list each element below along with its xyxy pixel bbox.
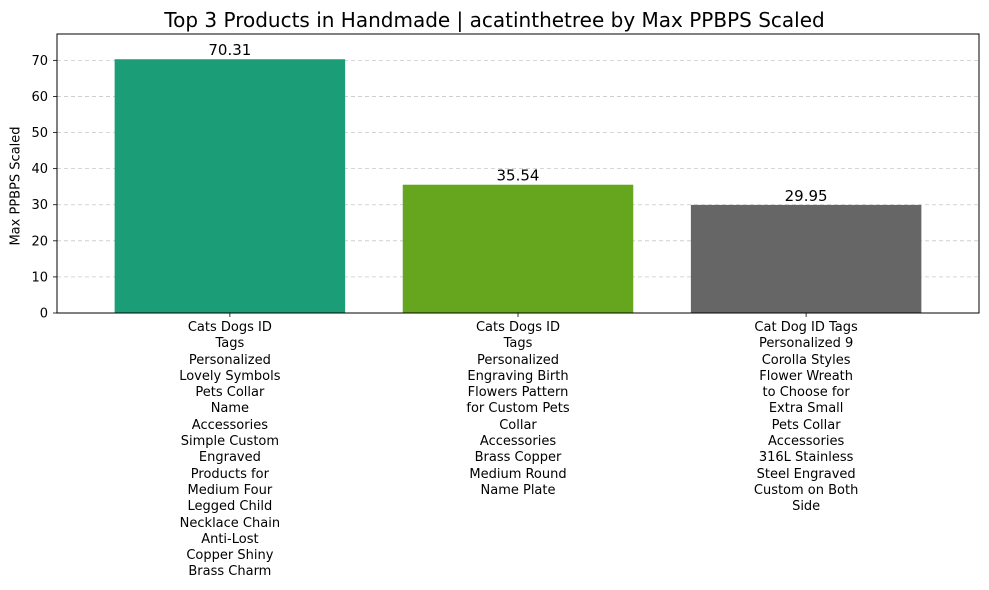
bar: [114, 59, 346, 313]
x-tick-label-line: Personalized: [188, 352, 271, 368]
x-tick-label-line: Necklace Chain: [179, 515, 281, 531]
x-tick-label-line: Accessories: [768, 434, 845, 450]
x-tick-label-line: Medium Round: [469, 466, 567, 482]
x-tick-label-line: Brass Copper: [474, 450, 562, 466]
y-tick-label: 60: [31, 90, 48, 105]
y-tick-label: 20: [31, 234, 48, 249]
x-tick-label-line: Name Plate: [480, 482, 556, 498]
x-tick-label: Cat Dog ID Tags Personalized 9 Corolla Sty…: [721, 320, 891, 516]
x-tick-label: Cats Dogs ID Tags Personalized Engraving Bi…: [433, 320, 603, 499]
bar-value-label: 35.54: [497, 167, 540, 185]
bar: [690, 204, 922, 313]
x-tick-label-line: Simple Custom: [180, 434, 280, 450]
x-tick-label-line: Brass Charm: [188, 564, 272, 580]
x-tick-label-line: to Choose for: [762, 385, 850, 401]
x-tick-label-line: Legged Child: [187, 499, 273, 515]
x-tick-label-line: Personalized 9: [758, 336, 854, 352]
x-tick-label-line: for Custom Pets: [466, 401, 570, 417]
x-tick-label-line: Tags: [215, 336, 245, 352]
y-tick-label: 70: [31, 54, 48, 69]
x-tick-label-line: Lovely Symbols: [179, 368, 281, 384]
y-tick-label: 0: [40, 307, 48, 322]
x-tick-label-line: Name: [210, 401, 250, 417]
y-tick-label: 10: [31, 270, 48, 285]
bar-value-label: 70.31: [208, 41, 251, 59]
x-tick-label-line: Flower Wreath: [759, 368, 854, 384]
x-tick-label-line: Collar: [499, 417, 537, 433]
bar-value-label: 29.95: [785, 187, 828, 205]
x-tick-label-line: Engraving Birth: [467, 368, 569, 384]
x-tick-label-line: Pets Collar: [771, 417, 841, 433]
x-tick-label-line: Products for: [190, 466, 269, 482]
x-tick-label: Cats Dogs ID Tags Personalized Lovely Symbo…: [145, 320, 315, 581]
x-tick-label-line: Engraved: [198, 450, 261, 466]
x-tick-label-line: Tags: [503, 336, 533, 352]
x-tick-label-line: Accessories: [191, 417, 268, 433]
x-tick-label-line: Cats Dogs ID: [475, 320, 560, 335]
x-tick-label-line: Steel Engraved: [756, 466, 856, 482]
x-tick-label-line: Pets Collar: [195, 385, 265, 401]
axes-frame: [56, 33, 980, 314]
x-tick-label-line: Extra Small: [768, 401, 844, 417]
x-tick-label-line: Cats Dogs ID: [187, 320, 272, 335]
x-tick-label-line: Accessories: [479, 434, 557, 450]
x-tick-label-line: Personalized: [477, 352, 559, 368]
x-tick-label-line: Custom on Both: [753, 482, 859, 498]
x-tick-label-line: Cat Dog ID Tags: [754, 320, 858, 335]
y-tick-label: 30: [31, 198, 48, 213]
x-tick-label-line: Flowers Pattern: [467, 385, 569, 401]
y-tick-label: 50: [31, 126, 48, 141]
chart-title: Top 3 Products in Handmade | acatinthetr…: [164, 8, 825, 32]
x-tick-label-line: Copper Shiny: [186, 548, 274, 564]
x-tick-label-line: Corolla Styles: [761, 352, 851, 368]
x-tick-label-line: Anti-Lost: [201, 531, 259, 547]
y-tick-label: 40: [31, 162, 48, 177]
bar: [402, 184, 634, 313]
x-tick-label-line: Side: [792, 499, 821, 515]
x-tick-label-line: Medium Four: [187, 482, 273, 498]
x-tick-label-line: 316L Stainless: [758, 450, 854, 466]
